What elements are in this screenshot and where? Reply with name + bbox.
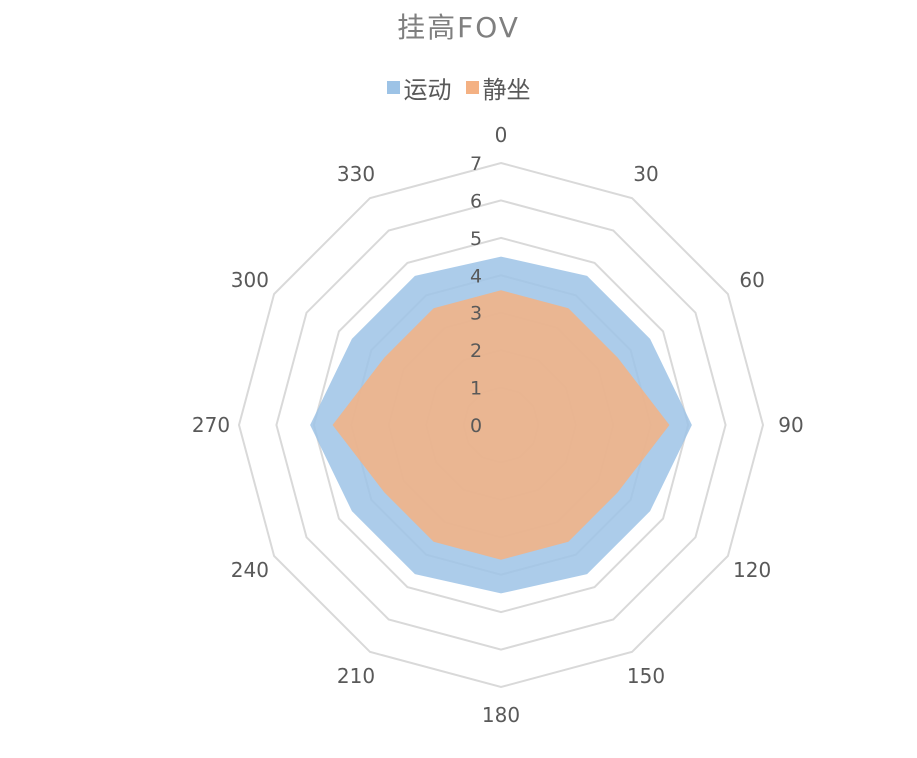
category-label: 120 xyxy=(733,558,771,582)
radial-tick-label: 1 xyxy=(470,378,482,400)
radial-tick-label: 7 xyxy=(470,153,482,175)
legend-item-series-0[interactable]: 运动 xyxy=(386,70,452,105)
legend-swatch xyxy=(386,81,400,94)
series-area xyxy=(332,290,670,560)
grid-ring xyxy=(275,199,727,651)
category-label: 60 xyxy=(739,268,764,292)
legend-label: 静坐 xyxy=(482,76,531,104)
radial-tick-label: 3 xyxy=(470,303,482,325)
legend-label: 运动 xyxy=(403,76,452,104)
legend: 运动 静坐 xyxy=(0,70,917,105)
category-label: 240 xyxy=(231,558,269,582)
category-label: 300 xyxy=(231,268,269,292)
category-label: 210 xyxy=(337,664,375,688)
grid-ring xyxy=(312,236,690,614)
category-label: 150 xyxy=(627,664,665,688)
grid-ring xyxy=(237,161,765,689)
category-label: 30 xyxy=(633,162,658,186)
category-label: 180 xyxy=(482,703,520,727)
radial-tick-label: 0 xyxy=(470,415,482,437)
series-layer xyxy=(310,256,692,594)
radial-tick-label: 6 xyxy=(470,190,482,212)
radial-tick-label: 4 xyxy=(470,265,482,287)
radial-tick-label: 5 xyxy=(470,228,482,250)
category-label: 0 xyxy=(495,123,508,147)
radial-ticks: 0 1 2 3 4 5 6 7 xyxy=(470,153,482,437)
chart-title: 挂高FOV xyxy=(397,11,520,44)
category-label: 270 xyxy=(192,413,230,437)
category-label: 330 xyxy=(337,162,375,186)
category-label: 90 xyxy=(778,413,803,437)
legend-swatch xyxy=(465,81,479,94)
radial-tick-label: 2 xyxy=(470,340,482,362)
legend-item-series-1[interactable]: 静坐 xyxy=(465,70,531,105)
